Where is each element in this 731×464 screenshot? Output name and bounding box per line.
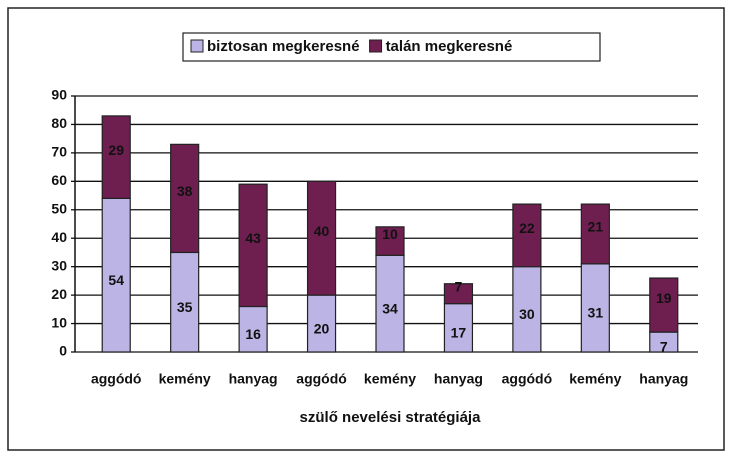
data-label: 7 [660,339,668,355]
y-tick-label: 20 [51,286,67,302]
data-label: 20 [314,320,330,336]
x-axis-title: szülő nevelési stratégiája [300,409,482,426]
x-tick-label: aggódó [296,371,347,387]
data-label: 16 [245,326,261,342]
data-label: 31 [588,305,604,321]
legend-box [182,32,601,62]
y-tick-label: 90 [51,87,67,103]
x-tick-label: aggódó [502,371,553,387]
bar-segment [238,305,268,353]
data-label: 17 [451,325,467,341]
data-label: 21 [588,219,604,235]
bar-segment [580,203,610,265]
y-tick-label: 50 [51,200,67,216]
bar-segment [443,283,474,305]
bar-segment [101,115,131,200]
y-tick-label: 0 [59,343,67,359]
bar-segment [306,180,337,296]
data-label: 30 [519,306,535,322]
bar-segment [375,226,405,256]
y-tick-label: 70 [51,144,67,160]
legend-label: biztosan megkeresné [207,38,360,55]
x-tick-label: aggódó [91,371,142,387]
data-label: 38 [177,183,193,199]
x-tick-label: kemény [569,371,621,387]
data-label: 54 [108,272,124,288]
x-tick-label: hanyag [229,371,278,387]
y-tick-label: 30 [51,257,67,273]
legend-label: talán megkeresné [386,38,513,55]
data-label: 40 [314,223,330,239]
data-label: 35 [177,299,193,315]
y-tick-label: 40 [51,229,67,245]
data-label: 29 [108,142,124,158]
y-tick-label: 60 [51,172,67,188]
data-label: 22 [519,220,535,236]
data-label: 10 [382,226,398,242]
legend-swatch [369,39,383,53]
data-label: 34 [382,300,398,316]
bar-segment [512,203,542,268]
x-tick-label: hanyag [639,371,688,387]
legend-swatch [190,39,204,53]
bar-segment [649,277,679,333]
data-label: 7 [455,278,463,294]
data-label: 19 [656,290,672,306]
x-tick-label: kemény [159,371,211,387]
bar-segment [580,263,610,353]
y-tick-label: 10 [51,314,67,330]
y-tick-label: 80 [51,115,67,131]
x-tick-label: kemény [364,371,416,387]
bar-segment [238,183,268,308]
bar-segment [306,294,337,353]
data-label: 43 [245,230,261,246]
bar-segment [170,251,200,353]
bar-segment [170,143,200,254]
x-tick-label: hanyag [434,371,483,387]
